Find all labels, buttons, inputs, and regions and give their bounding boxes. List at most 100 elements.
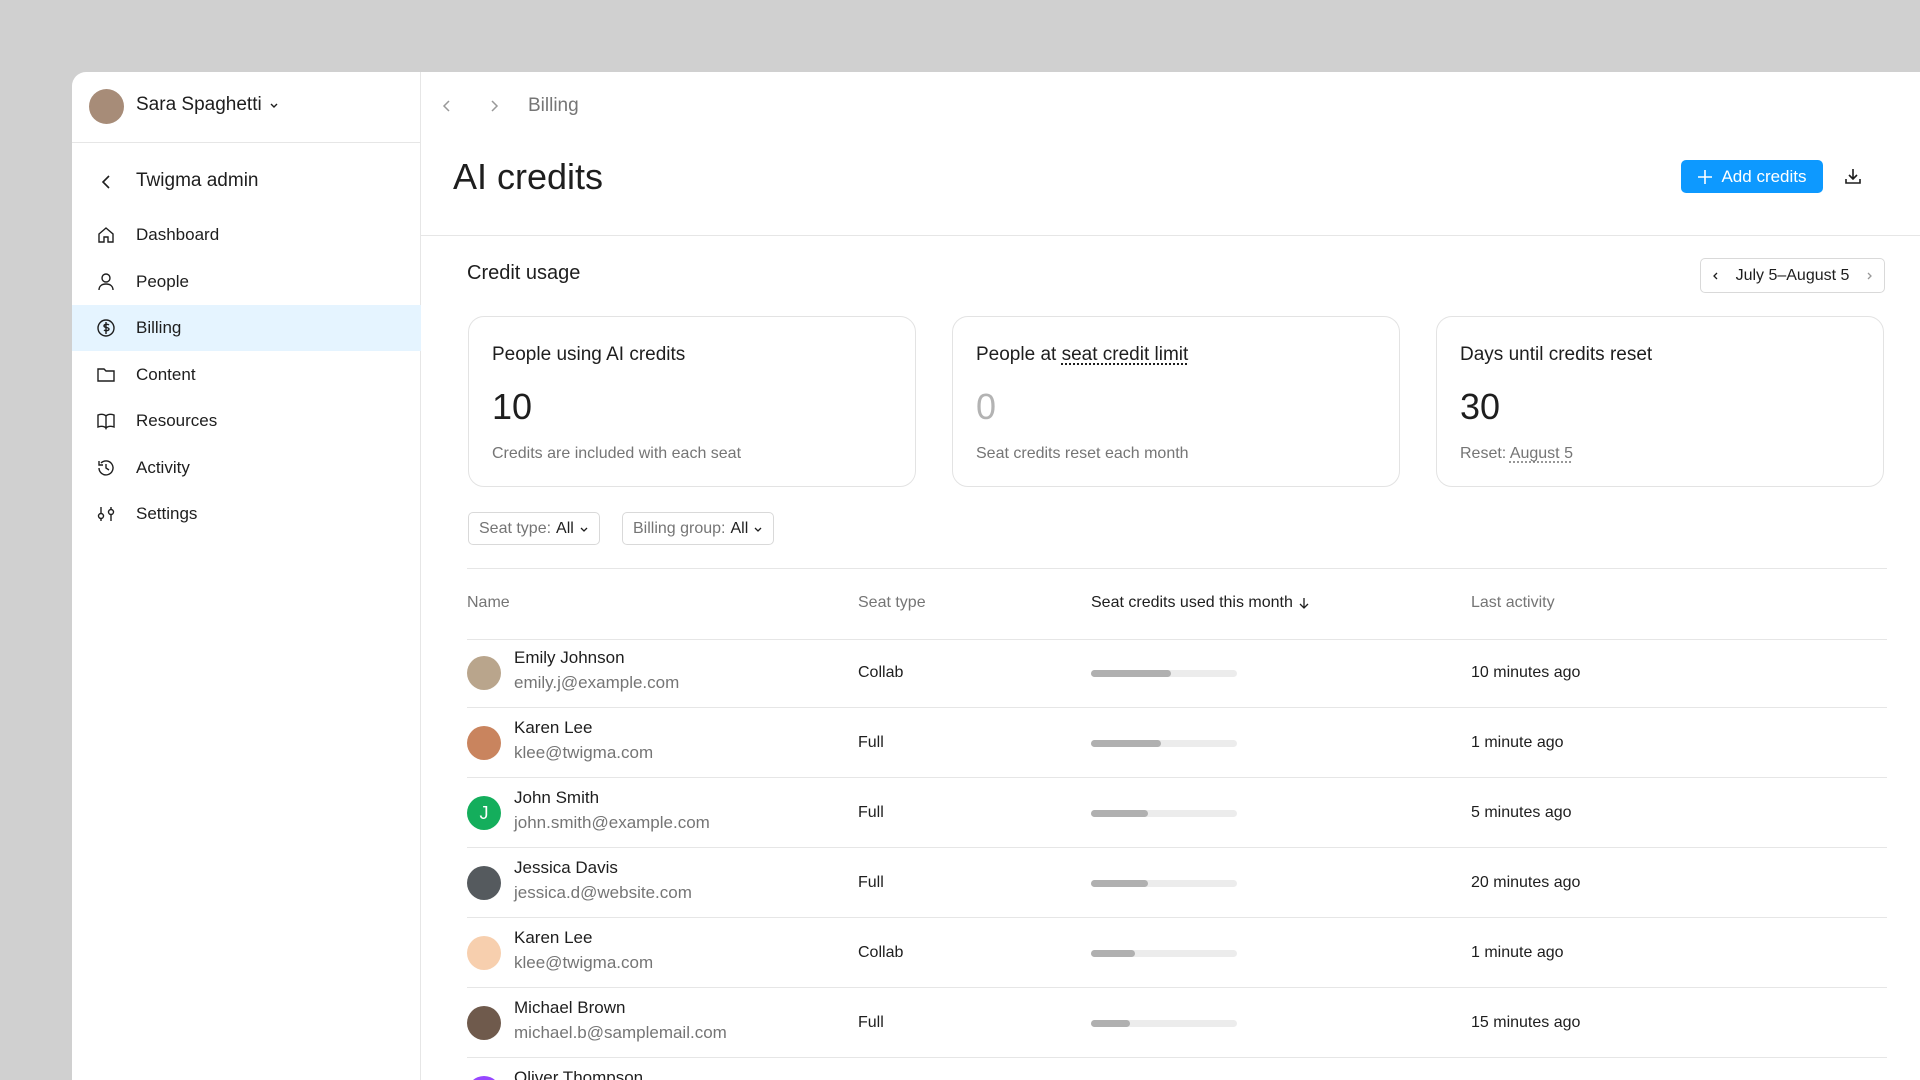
- avatar: [467, 656, 501, 690]
- usage-track: [1091, 1020, 1237, 1027]
- filter-value: All: [730, 519, 749, 537]
- nav-item[interactable]: Content: [72, 352, 421, 398]
- usage-track: [1091, 880, 1237, 887]
- nav-item[interactable]: Activity: [72, 445, 421, 491]
- column-header[interactable]: Last activity: [1471, 594, 1555, 611]
- usage-bar: [1091, 880, 1148, 887]
- stat-card: People at seat credit limit 0 Seat credi…: [952, 316, 1400, 487]
- avatar: [467, 1006, 501, 1040]
- note-link[interactable]: August 5: [1509, 445, 1573, 462]
- back-icon[interactable]: [96, 172, 116, 192]
- usage-track: [1091, 950, 1237, 957]
- user-menu[interactable]: Sara Spaghetti: [136, 94, 280, 116]
- nav-label: Billing: [136, 318, 182, 337]
- stat-card: People using AI credits 10 Credits are i…: [468, 316, 916, 487]
- seat-type: Collab: [858, 664, 904, 681]
- nav-label: Resources: [136, 411, 218, 430]
- user-name: John Smith: [514, 788, 600, 807]
- card-value: 30: [1460, 386, 1501, 427]
- last-activity: 5 minutes ago: [1471, 804, 1572, 821]
- user-email: klee@twigma.com: [514, 953, 654, 972]
- date-range-label: July 5–August 5: [1735, 266, 1850, 284]
- user-email: jessica.d@website.com: [514, 883, 692, 902]
- nav-label: Content: [136, 364, 196, 384]
- breadcrumb: Billing: [528, 95, 579, 116]
- column-header[interactable]: Name: [467, 594, 510, 611]
- filter-label: Billing group:: [633, 519, 726, 537]
- user-email: john.smith@example.com: [514, 813, 710, 832]
- last-activity: 10 minutes ago: [1471, 664, 1581, 681]
- card-note: Reset: August 5: [1460, 445, 1573, 463]
- nav-item[interactable]: People: [72, 259, 421, 305]
- last-activity: 20 minutes ago: [1471, 874, 1581, 891]
- user-email: michael.b@samplemail.com: [514, 1023, 727, 1042]
- row-divider: [467, 1057, 1887, 1058]
- seat-type: Full: [858, 804, 884, 821]
- user-avatar: [89, 89, 124, 124]
- page-title: AI credits: [453, 156, 604, 197]
- seat-type: Full: [858, 874, 884, 891]
- row-divider: [467, 707, 1887, 708]
- user-name: Karen Lee: [514, 928, 593, 947]
- filter[interactable]: Billing group: All: [622, 512, 775, 545]
- nav-label: Activity: [136, 457, 190, 477]
- user-name: Karen Lee: [514, 718, 593, 737]
- row-divider: [467, 777, 1887, 778]
- avatar: [467, 1076, 501, 1080]
- stat-card: Days until credits reset 30 Reset: Augus…: [1436, 316, 1884, 487]
- card-note: Seat credits reset each month: [976, 445, 1189, 462]
- filter-label: Seat type:: [479, 519, 552, 537]
- add-credits-button[interactable]: Add credits: [1681, 160, 1823, 193]
- usage-bar: [1091, 670, 1172, 677]
- avatar: J: [467, 796, 501, 830]
- user-name: Jessica Davis: [514, 858, 618, 877]
- filter-value: All: [556, 519, 574, 537]
- usage-bar: [1091, 740, 1162, 747]
- user-name: Michael Brown: [514, 998, 626, 1017]
- last-activity: 1 minute ago: [1471, 734, 1564, 751]
- user-email: klee@twigma.com: [514, 743, 654, 762]
- seat-type: Collab: [858, 944, 904, 961]
- nav-item[interactable]: Billing: [72, 305, 421, 351]
- seat-type: Full: [858, 734, 884, 751]
- nav-label: Settings: [136, 504, 198, 523]
- column-header-label: Seat credits used this month: [1091, 594, 1293, 611]
- button-label: Add credits: [1721, 166, 1807, 186]
- row-divider: [467, 847, 1887, 848]
- user-email: emily.j@example.com: [514, 673, 680, 692]
- nav-item[interactable]: Settings: [72, 491, 421, 537]
- avatar: [467, 726, 501, 760]
- sidebar: Sara Spaghetti Twigma admin Dashboard Peo…: [72, 72, 421, 1080]
- last-activity: 15 minutes ago: [1471, 1014, 1581, 1031]
- nav-item[interactable]: Dashboard: [72, 212, 421, 258]
- card-label: People at seat credit limit: [976, 344, 1188, 366]
- nav-label: Dashboard: [136, 225, 220, 244]
- usage-bar: [1091, 810, 1148, 817]
- card-value: 10: [492, 386, 533, 427]
- row-divider: [467, 917, 1887, 918]
- note-text: Reset:: [1460, 445, 1507, 462]
- usage-track: [1091, 810, 1237, 817]
- avatar: [467, 866, 501, 900]
- section-heading: Credit usage: [467, 262, 581, 284]
- user-name: Sara Spaghetti: [136, 94, 262, 115]
- row-divider: [467, 987, 1887, 988]
- last-activity: 1 minute ago: [1471, 944, 1564, 961]
- nav-item[interactable]: Resources: [72, 398, 421, 444]
- column-header[interactable]: Seat type: [858, 594, 926, 611]
- date-range[interactable]: July 5–August 5: [1700, 258, 1885, 293]
- label-link[interactable]: seat credit limit: [1061, 344, 1189, 365]
- filter[interactable]: Seat type: All: [468, 512, 600, 545]
- user-name: Emily Johnson: [514, 648, 625, 667]
- label-text: People at: [976, 344, 1057, 365]
- section-title: Twigma admin: [136, 170, 259, 191]
- usage-bar: [1091, 1020, 1131, 1027]
- nav-forward[interactable]: [484, 96, 504, 116]
- seat-type: Full: [858, 1014, 884, 1031]
- nav-back[interactable]: [437, 96, 457, 116]
- card-note: Credits are included with each seat: [492, 445, 742, 462]
- column-header[interactable]: Seat credits used this month: [1091, 594, 1310, 612]
- download-icon[interactable]: [1843, 166, 1863, 186]
- card-label: Days until credits reset: [1460, 344, 1653, 365]
